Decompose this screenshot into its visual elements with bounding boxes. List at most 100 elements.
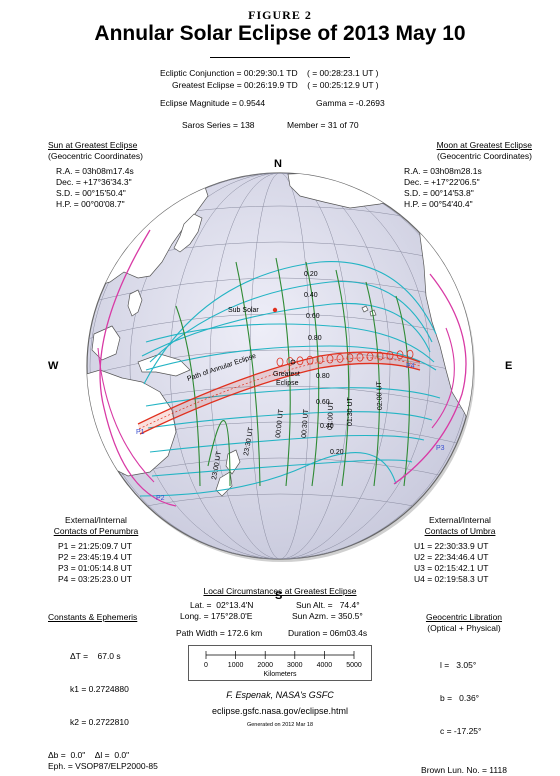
annular-path-ellipses (276, 349, 414, 367)
mag-label: 0.20 (330, 449, 344, 456)
greatest-eclipse-marker (290, 359, 296, 365)
moon-ra: R.A. = 03h08m28.1s (404, 166, 482, 176)
umbra-u1: U1 = 22:30:33.9 UT (414, 541, 489, 551)
time-line (365, 281, 380, 487)
umbra-u3: U3 = 02:15:42.1 UT (414, 563, 489, 573)
rise-set-curve-east (393, 273, 467, 485)
land-philippines (127, 289, 143, 317)
sub-solar-marker (272, 307, 278, 313)
local-alt: Sun Alt. = 74.4° (296, 600, 360, 610)
time-line (175, 305, 201, 487)
conjunction-line: Ecliptic Conjunction = 00:29:30.1 TD ( =… (160, 68, 379, 78)
time-label: 00:30 UT (301, 408, 310, 438)
scale-frame (188, 645, 372, 681)
scale-label: 3000 (287, 662, 303, 669)
penumbra-north-limit (143, 261, 437, 385)
source-url[interactable]: eclipse.gsfc.nasa.gov/eclipse.html (211, 706, 349, 716)
scale-tick-labels: 0 1000 2000 3000 4000 5000 (204, 662, 362, 669)
mag-label: 0.40 (320, 423, 334, 430)
local-title: Local Circumstances at Greatest Eclipse (203, 586, 357, 596)
time-line (235, 261, 261, 487)
magnitude-line (149, 280, 433, 363)
moon-hp: H.P. = 00°54'40.4" (404, 199, 473, 209)
umbra-title-2: Contacts of Umbra (424, 526, 496, 536)
penumbra-block: External/Internal Contacts of Penumbra P… (36, 515, 156, 585)
mag-label: 0.60 (306, 313, 320, 320)
land-borneo (91, 325, 121, 361)
umbra-u4: U4 = 02:19:58.3 UT (414, 574, 489, 584)
path-ellipse (276, 357, 284, 367)
umbra-u2: U2 = 22:34:46.4 UT (414, 552, 489, 562)
path-ellipse (326, 354, 334, 364)
path-ellipse (356, 352, 364, 362)
sub-solar-label: Sub Solar (228, 307, 259, 314)
constants-db-dl: Δb = 0.0" Δl = 0.0" (48, 750, 130, 760)
time-line (305, 261, 320, 487)
title-rule (210, 57, 350, 58)
constants-eph: Eph. = VSOP87/ELP2000-85 (48, 761, 158, 771)
greatest-label-1: Greatest (273, 371, 300, 378)
magnitude-line: Eclipse Magnitude = 0.9544 (160, 98, 266, 108)
penumbra-south-limit (139, 452, 397, 497)
graticule-meridian (249, 173, 311, 559)
figure-label: Figure 2 (248, 8, 312, 22)
mag-label: 0.40 (304, 292, 318, 299)
path-ellipse (346, 353, 354, 363)
graticule-parallel (87, 313, 473, 340)
greatest-label-2: Eclipse (276, 380, 299, 387)
page-title: Annular Solar Eclipse of 2013 May 10 (94, 22, 466, 45)
constants-title: Constants & Ephemeris (48, 612, 138, 622)
local-lat: Lat. = 02°13.4'N (190, 600, 254, 610)
time-line (335, 269, 350, 487)
contact-p1: P1 (136, 429, 145, 436)
path-ellipse (396, 350, 404, 360)
moon-subtitle: (Geocentric Coordinates) (437, 151, 532, 161)
rise-set-curve-west-inner (97, 347, 155, 483)
sun-hp: H.P. = 00°00'08.7" (56, 199, 125, 209)
local-azm: Sun Azm. = 350.5° (292, 611, 363, 621)
land-japan (173, 213, 203, 253)
path-ellipse (336, 353, 344, 363)
compass-east: E (505, 360, 513, 372)
path-ellipse (286, 356, 294, 366)
magnitude-labels: 0.20 0.40 0.60 0.80 0.80 0.60 0.40 0.20 (304, 271, 344, 456)
distance-scale: 0 1000 2000 3000 4000 5000 Kilometers (188, 645, 372, 681)
credit: F. Espenak, NASA's GSFC (226, 690, 334, 700)
moon-dec: Dec. = +17°22'06.5" (404, 177, 480, 187)
contact-p4: P4 (406, 363, 415, 370)
path-ellipse (376, 351, 384, 361)
path-ellipse (386, 350, 394, 360)
local-duration: Duration = 06m03.4s (288, 628, 368, 638)
scale-label: 4000 (317, 662, 333, 669)
mag-label: 0.60 (316, 399, 330, 406)
sun-ra: R.A. = 03h08m17.4s (56, 166, 134, 176)
sun-subtitle: (Geocentric Coordinates) (48, 151, 143, 161)
path-ellipse (316, 355, 324, 365)
time-label: 01:00 UT (327, 400, 335, 430)
gamma-line: Gamma = -0.2693 (316, 98, 385, 108)
land-new-zealand (215, 449, 241, 497)
magnitude-line (141, 302, 431, 357)
scale-label: 1000 (228, 662, 244, 669)
scale-label: 0 (204, 662, 208, 669)
sun-block: Sun at Greatest Eclipse (Geocentric Coor… (48, 140, 188, 210)
path-ellipse (406, 349, 414, 359)
libration-subtitle: (Optical + Physical) (427, 623, 501, 633)
constants-k1: k1 = 0.2724880 (70, 684, 129, 694)
time-label: 00:00 UT (275, 408, 285, 438)
path-ellipse (366, 352, 374, 362)
time-line (275, 257, 291, 487)
compass-south: S (275, 590, 283, 602)
time-lines (175, 257, 410, 487)
path-ellipse (296, 356, 304, 366)
constants-delta-t: ΔT = 67.0 s (70, 651, 121, 661)
scale-label: 5000 (346, 662, 362, 669)
saros-line: Saros Series = 138 (182, 120, 255, 130)
time-label: 02:00 UT (376, 380, 384, 410)
libration-l: l = 3.05° (440, 660, 477, 670)
scale-label: 2000 (257, 662, 273, 669)
libration-title: Geocentric Libration (425, 612, 503, 622)
mag-label: 0.80 (308, 335, 322, 342)
constants-k2: k2 = 0.2722810 (70, 717, 129, 727)
mag-label: 0.20 (304, 271, 318, 278)
